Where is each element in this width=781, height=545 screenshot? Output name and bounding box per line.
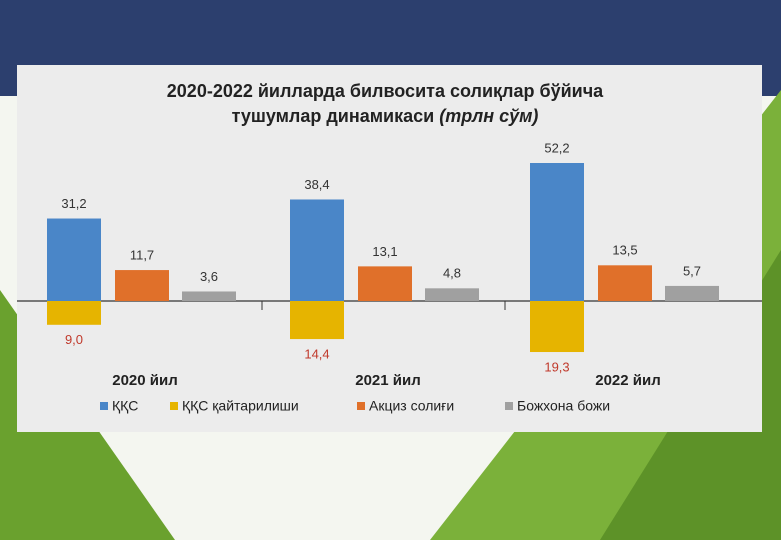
category-label: 2022 йил [595, 372, 661, 389]
bar [530, 163, 584, 301]
bar [290, 301, 344, 340]
value-label: 14,4 [304, 347, 329, 362]
value-label: 5,7 [683, 263, 701, 278]
value-label: 9,0 [65, 332, 83, 347]
value-label: 11,7 [130, 248, 154, 263]
bar [425, 288, 479, 301]
value-label: 4,8 [443, 266, 461, 281]
value-label: 3,6 [200, 269, 218, 284]
value-label: 31,2 [61, 196, 86, 211]
chart-title: 2020-2022 йилларда билвосита солиқлар бў… [167, 81, 604, 101]
category-label: 2020 йил [112, 372, 178, 389]
bar [182, 291, 236, 301]
legend-swatch [100, 402, 108, 410]
unit: (трлн сўм) [439, 106, 538, 126]
bar [358, 266, 412, 301]
value-label: 19,3 [544, 359, 569, 374]
legend-swatch [505, 402, 513, 410]
bar [530, 301, 584, 353]
legend-swatch [357, 402, 365, 410]
legend-label: Акциз солиғи [369, 398, 454, 414]
value-label: 13,5 [612, 243, 637, 258]
value-label: 52,2 [544, 140, 569, 155]
chart-panel [17, 65, 762, 432]
chart-subtitle: тушумлар динамикаси (трлн сўм) [232, 106, 539, 126]
subtitle-text: тушумлар динамикаси [232, 106, 435, 126]
value-label: 38,4 [304, 177, 329, 192]
category-label: 2021 йил [355, 372, 421, 389]
legend-swatch [170, 402, 178, 410]
bar [665, 285, 719, 301]
legend-label: ҚҚС қайтарилиши [182, 398, 299, 414]
bar [290, 199, 344, 301]
bar [47, 301, 101, 325]
legend-label: ҚҚС [112, 398, 138, 414]
bar [47, 218, 101, 301]
bar [115, 270, 169, 301]
legend-label: Божхона божи [517, 398, 610, 414]
value-label: 13,1 [372, 244, 397, 259]
bar [598, 265, 652, 301]
